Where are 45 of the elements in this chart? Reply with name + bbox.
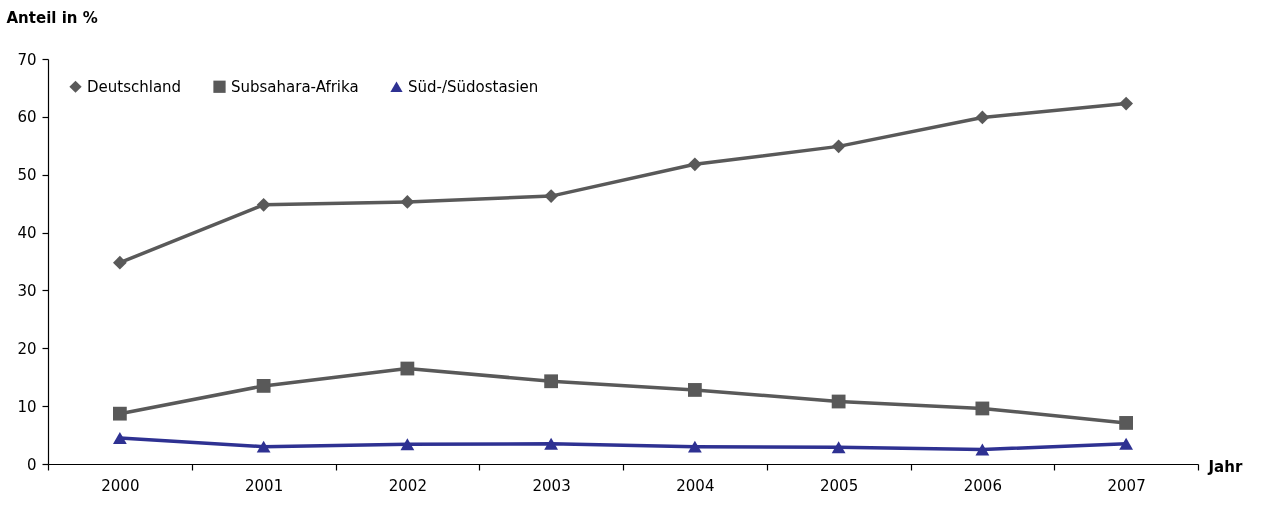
point — [687, 383, 702, 397]
point — [256, 440, 271, 453]
point — [1119, 96, 1134, 111]
y-tick-label: 0 — [26, 455, 37, 474]
x-tick-label: 2006 — [963, 476, 1002, 495]
x-tick-label: 2007 — [1107, 476, 1146, 495]
point — [687, 157, 702, 172]
x-tick-label: 2002 — [388, 476, 427, 495]
y-tick-label: 30 — [17, 281, 37, 300]
point — [112, 432, 127, 444]
y-tick-label: 70 — [17, 50, 37, 69]
y-tick-label: 20 — [17, 339, 37, 358]
point — [400, 438, 415, 451]
x-tick-label: 2003 — [532, 476, 571, 495]
legend-label: Süd-/Südostasien — [408, 77, 539, 96]
legend-label: Subsahara-Afrika — [231, 77, 359, 96]
point — [544, 189, 559, 204]
y-tick-label: 10 — [17, 397, 37, 416]
y-axis-title: Anteil in % — [6, 8, 98, 27]
point — [1119, 416, 1134, 430]
point — [544, 374, 559, 389]
x-tick-label: 2001 — [245, 476, 284, 495]
point — [544, 437, 559, 450]
point — [831, 394, 846, 409]
legend-label: Deutschland — [87, 77, 182, 96]
point — [112, 255, 127, 270]
point — [400, 195, 415, 209]
x-tick-label: 2000 — [101, 476, 140, 495]
point — [1119, 437, 1134, 450]
point — [975, 110, 990, 125]
point — [112, 406, 127, 421]
x-tick-label: 2005 — [820, 476, 859, 495]
x-tick-label: 2004 — [676, 476, 715, 495]
point — [975, 401, 990, 416]
y-tick-label: 60 — [17, 108, 37, 127]
point — [400, 361, 415, 376]
x-axis-title: Jahr — [1207, 457, 1243, 476]
point — [831, 441, 846, 454]
point — [831, 139, 846, 154]
point — [256, 197, 271, 212]
y-tick-label: 50 — [17, 166, 37, 185]
point — [687, 440, 702, 453]
point — [975, 443, 990, 456]
y-tick-label: 40 — [17, 224, 37, 243]
point — [256, 379, 271, 393]
